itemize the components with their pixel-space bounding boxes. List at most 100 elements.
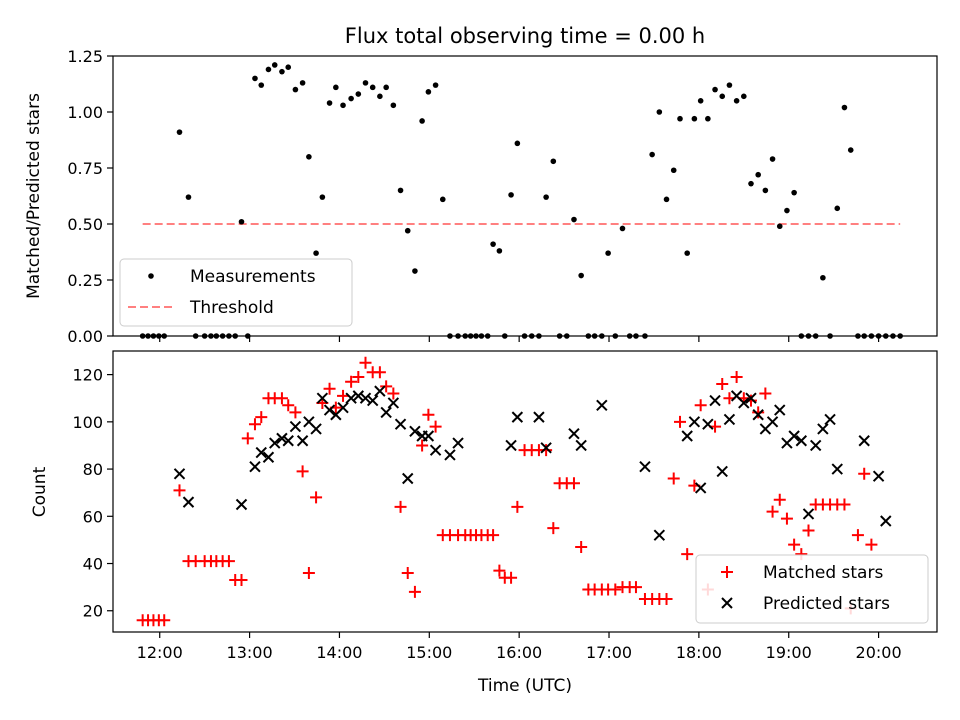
measurement-point <box>238 218 245 225</box>
predicted-star-point <box>323 404 336 416</box>
matched-star-point <box>352 370 365 383</box>
predicted-star-point <box>817 423 829 435</box>
measurement-point <box>521 333 528 339</box>
predicted-star-point <box>723 413 736 426</box>
predicted-star-point <box>788 430 800 442</box>
measurement-point <box>462 333 469 339</box>
measurement-point <box>145 333 151 339</box>
measurement-point <box>383 84 389 91</box>
measurement-point <box>528 333 535 339</box>
measurement-point <box>244 333 251 339</box>
matched-star-point <box>387 387 400 400</box>
top-y-tick-label: 0.50 <box>67 215 103 234</box>
measurement-point <box>501 333 508 339</box>
predicted-star-point <box>688 416 701 428</box>
predicted-star-point <box>511 411 524 423</box>
matched-star-point <box>694 399 707 412</box>
top-legend-box <box>119 258 353 327</box>
predicted-star-point <box>422 430 435 442</box>
measurement-point <box>605 250 611 256</box>
measurement-point <box>769 156 776 162</box>
predicted-star-point <box>316 392 329 404</box>
predicted-star-point <box>709 394 721 407</box>
measurement-point <box>619 225 626 232</box>
measurement-point <box>712 86 718 93</box>
bottom-x-tick-label: 17:00 <box>586 643 632 662</box>
measurement-point <box>279 68 285 75</box>
measurement-point <box>208 333 214 339</box>
bottom-x-ticks: 12:00 13:00 14:00 15:00 16:00 17:00 18:00 19:00… <box>137 632 902 662</box>
measurement-point <box>514 140 521 147</box>
top-y-tick-label: 1.00 <box>67 103 103 122</box>
measurement-point <box>633 333 639 339</box>
measurement-point <box>139 333 146 339</box>
predicted-star-point <box>269 437 281 449</box>
top-legend: Measurements Threshold <box>119 258 353 327</box>
predicted-star-point <box>596 399 608 412</box>
measurement-point <box>156 333 162 339</box>
measurement-point <box>473 333 479 339</box>
measurement-point <box>812 333 819 339</box>
measurement-point <box>161 333 168 339</box>
matched-star-point <box>359 356 372 369</box>
measurement-point <box>550 158 557 165</box>
measurement-point <box>733 98 740 104</box>
measurement-point <box>719 93 726 100</box>
measurement-point <box>536 333 542 339</box>
measurement-point <box>496 248 503 254</box>
measurement-point <box>258 82 265 88</box>
predicted-star-point <box>182 496 195 508</box>
measurement-point <box>377 93 383 100</box>
bottom-y-tick-label: 80 <box>83 460 103 479</box>
measurement-point <box>791 189 797 196</box>
measurement-point <box>467 333 474 339</box>
measurement-point <box>649 151 655 158</box>
chart-title: Flux total observing time = 0.00 h <box>345 24 705 48</box>
measurement-point <box>412 268 418 274</box>
predicted-star-point <box>452 437 464 449</box>
matched-star-point <box>222 555 235 568</box>
predicted-star-point <box>533 411 545 423</box>
measurement-point <box>232 333 239 339</box>
measurement-point <box>861 333 868 339</box>
bottom-x-tick-label: 16:00 <box>496 643 542 662</box>
predicted-star-point <box>568 427 580 440</box>
measurement-point <box>348 95 354 102</box>
predicted-star-point <box>774 404 786 416</box>
matched-star-point <box>408 585 421 598</box>
predicted-star-point <box>387 397 400 409</box>
measurement-point <box>419 118 425 124</box>
measurement-point <box>705 115 711 122</box>
predicted-star-point <box>831 463 843 475</box>
predicted-star-point <box>337 401 349 414</box>
measurement-point <box>543 194 549 200</box>
measurement-point <box>390 102 397 109</box>
predicted-star-point <box>752 409 764 421</box>
predicted-star-point <box>444 449 456 461</box>
predicted-star-point <box>289 420 302 433</box>
measurement-point <box>805 333 812 339</box>
measurement-point <box>820 274 826 281</box>
matched-star-point <box>865 538 878 551</box>
predicted-star-point <box>824 413 836 426</box>
matched-star-point <box>667 472 680 485</box>
matched-star-point <box>567 477 580 490</box>
bottom-y-tick-label: 100 <box>72 413 103 432</box>
measurement-point <box>834 205 841 212</box>
measurement-point <box>508 192 514 198</box>
bottom-x-tick-label: 19:00 <box>766 643 812 662</box>
bottom-y-axis-label: Count <box>30 466 50 517</box>
matched-star-point <box>511 500 524 513</box>
bottom-x-tick-label: 20:00 <box>856 643 902 662</box>
matched-star-point <box>505 571 518 584</box>
predicted-star-point <box>540 442 552 454</box>
measurement-point <box>798 333 805 339</box>
matched-star-point <box>759 387 772 400</box>
matched-star-point <box>780 512 793 525</box>
measurement-point <box>219 333 226 339</box>
top-y-tick-label: 0.75 <box>67 159 103 178</box>
matched-star-point <box>429 420 442 433</box>
measurement-point <box>663 196 670 203</box>
predicted-star-point <box>858 435 870 447</box>
predicted-star-point <box>262 451 275 463</box>
